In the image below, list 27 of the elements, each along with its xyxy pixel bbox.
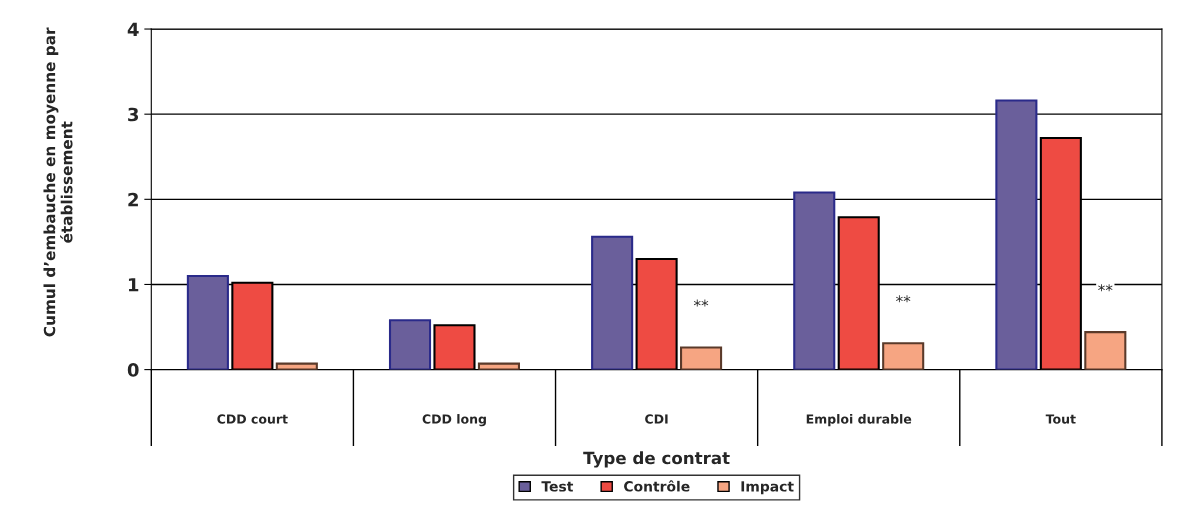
x-axis-title: Type de contrat xyxy=(583,451,730,468)
legend-label: Test xyxy=(541,481,574,492)
legend-label: Impact xyxy=(741,481,794,495)
annotation: ** xyxy=(896,295,911,303)
y-tick-label: 4 xyxy=(127,22,139,36)
y-tick-label: 2 xyxy=(128,192,138,207)
x-tick-label: CDD court xyxy=(217,414,288,424)
y-tick-label: 1 xyxy=(128,278,139,292)
bar xyxy=(186,274,229,370)
bar xyxy=(433,324,476,370)
annotation: ** xyxy=(693,299,709,307)
y-axis-title: Cumul d’embauche en moyenne par établissement xyxy=(43,27,73,337)
bar xyxy=(793,191,836,370)
bar xyxy=(1084,331,1127,370)
legend-label: Contrôle xyxy=(624,480,690,492)
bar xyxy=(882,342,925,370)
y-tick-label: 3 xyxy=(128,107,139,122)
x-tick-label: Emploi durable xyxy=(806,414,912,427)
bar xyxy=(591,235,634,370)
bar xyxy=(995,99,1038,370)
x-tick-label: Tout xyxy=(1045,414,1076,424)
bar xyxy=(388,319,432,370)
annotation: ** xyxy=(1098,284,1113,292)
x-tick-label: CDI xyxy=(645,414,668,424)
bar xyxy=(680,346,723,370)
y-tick-label: 0 xyxy=(127,363,139,377)
x-tick-label: CDD long xyxy=(422,414,486,427)
